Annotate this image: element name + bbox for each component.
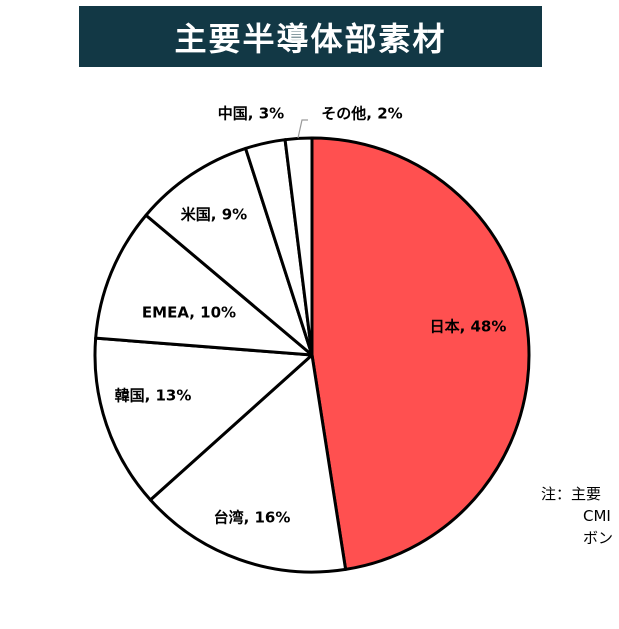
chart-title: 主要半導体部素材 (174, 19, 447, 58)
pie-label-韓国: 韓国, 13% (115, 387, 192, 405)
chart-title-bar: 主要半導体部素材 (79, 6, 542, 67)
pie-label-台湾: 台湾, 16% (214, 509, 291, 527)
pie-slice-米国 (144, 146, 314, 357)
pie-label-日本: 日本, 48% (430, 318, 507, 336)
footnote: 注：主要 CMI ボン (541, 483, 613, 549)
pie-slice-韓国 (93, 336, 314, 502)
pie-label-EMEA: EMEA, 10% (142, 304, 236, 322)
pie-label-その他: その他, 2% (321, 105, 402, 123)
pie-label-中国: 中国, 3% (218, 105, 284, 123)
pie-slice-その他 (283, 136, 314, 357)
pie-slices (93, 136, 531, 574)
pie-label-米国: 米国, 9% (181, 206, 247, 224)
pie-slice-日本 (310, 136, 531, 571)
leader-lines (297, 119, 308, 139)
pie-labels: 日本, 48% 台湾, 16% 韓国, 13% EMEA, 10% 米国, 9% 中国, … (115, 105, 507, 527)
footnote-line-2: CMI (583, 507, 611, 525)
pie-slice-EMEA (94, 213, 314, 357)
leader-line-その他 (297, 119, 308, 139)
footnote-line-3: ボン (583, 529, 614, 547)
footnote-line-1: 注：主要 (541, 485, 602, 503)
pie-slice-台湾 (148, 353, 348, 574)
